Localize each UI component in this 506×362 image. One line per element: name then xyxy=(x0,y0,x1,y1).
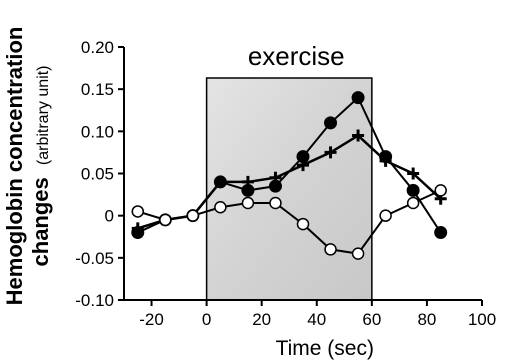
y-tick-label: -0.05 xyxy=(75,249,114,268)
y-axis: -0.10 -0.05 0 0.05 0.10 0.15 0.20 xyxy=(75,38,125,310)
data-point-open-circle xyxy=(159,213,172,227)
x-tick-label: 40 xyxy=(307,310,326,329)
data-point-plus xyxy=(269,171,282,184)
x-tick-label: 100 xyxy=(468,310,496,329)
y-tick-label: 0.15 xyxy=(81,80,114,99)
data-point-open-circle xyxy=(186,209,200,222)
data-point-open-circle xyxy=(434,184,447,197)
data-point-open-circle xyxy=(324,243,337,256)
data-point-filled-circle xyxy=(406,183,420,197)
data-point-plus xyxy=(241,175,254,188)
x-tick-label: -20 xyxy=(139,310,164,329)
data-point-plus xyxy=(297,159,309,172)
exercise-annotation: exercise xyxy=(248,41,345,71)
data-point-open-circle xyxy=(406,196,420,210)
data-point-open-circle xyxy=(351,247,365,260)
exercise-shaded-region xyxy=(205,77,373,301)
y-tick-label: -0.10 xyxy=(75,291,114,310)
data-point-plus xyxy=(379,154,392,167)
data-point-open-circle xyxy=(131,205,145,218)
y-tick-label: 0 xyxy=(105,207,114,226)
data-point-open-circle xyxy=(296,217,310,231)
data-point-filled-circle xyxy=(324,116,338,130)
data-point-filled-circle xyxy=(351,91,365,105)
y-axis-title-main: changes xyxy=(28,177,53,266)
data-point-open-circle xyxy=(379,209,392,222)
y-axis-title-line2: changes (arbitrary unit) xyxy=(28,66,53,267)
data-point-filled-circle xyxy=(434,226,448,240)
data-point-plus xyxy=(131,222,144,235)
y-tick-label: 0.10 xyxy=(81,122,114,141)
data-point-open-circle xyxy=(214,200,227,214)
x-axis: -20 0 20 40 60 80 100 xyxy=(124,299,496,329)
y-tick-label: 0.20 xyxy=(81,38,114,57)
y-axis-title-line1: Hemoglobin concentration xyxy=(2,27,27,306)
x-tick-label: 20 xyxy=(252,310,271,329)
y-axis-title-unit: (arbitrary unit) xyxy=(35,66,52,166)
series-markers xyxy=(131,91,448,260)
x-tick-label: 80 xyxy=(417,310,436,329)
y-tick-label: 0.05 xyxy=(81,165,114,184)
data-point-plus xyxy=(407,167,420,180)
x-axis-title: Time (sec) xyxy=(276,337,374,360)
x-tick-label: 0 xyxy=(202,310,211,329)
data-point-plus xyxy=(352,129,365,142)
data-point-open-circle xyxy=(269,196,282,210)
data-point-open-circle xyxy=(241,196,255,210)
x-tick-label: 60 xyxy=(362,310,381,329)
data-point-plus xyxy=(324,146,337,159)
data-point-plus xyxy=(214,175,227,188)
